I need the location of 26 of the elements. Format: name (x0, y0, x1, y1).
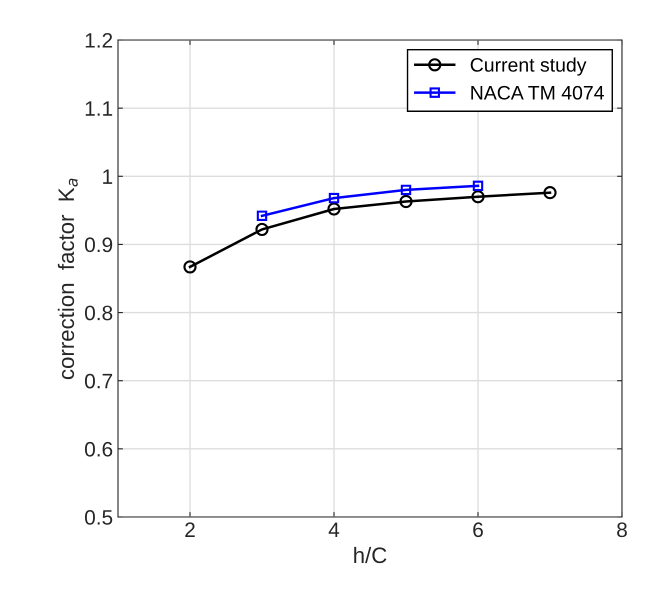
point (328, 192, 340, 204)
x-axis-title: h/C (354, 546, 386, 564)
point (255, 222, 269, 236)
point (471, 190, 485, 204)
point (472, 180, 484, 192)
point (256, 210, 268, 222)
y-tick-label: 0.6 (84, 442, 112, 457)
point (183, 260, 197, 274)
x-tick-label: 6 (473, 522, 483, 538)
point (327, 202, 341, 216)
point (400, 184, 412, 196)
x-tick-label: 2 (185, 522, 195, 537)
point (543, 186, 557, 200)
y-tick-label: 1 (103, 170, 112, 184)
y-axis-title: correction factor K$_{a}$ (58, 178, 78, 380)
y-tick-label: 0.7 (84, 374, 112, 388)
y-tick-label: 1.1 (86, 101, 112, 116)
x-tick-label: 4 (328, 522, 340, 537)
point (399, 194, 413, 208)
y-tick-label: 0.5 (84, 510, 112, 525)
y-tick-label: 1.2 (86, 33, 112, 48)
x-tick-label: 8 (617, 522, 627, 538)
legend-label: Current study (470, 58, 586, 76)
y-tick-label: 0.8 (84, 306, 112, 320)
legend-label: NACA TM 4074 (471, 86, 604, 100)
y-tick-label: 0.9 (84, 237, 112, 252)
